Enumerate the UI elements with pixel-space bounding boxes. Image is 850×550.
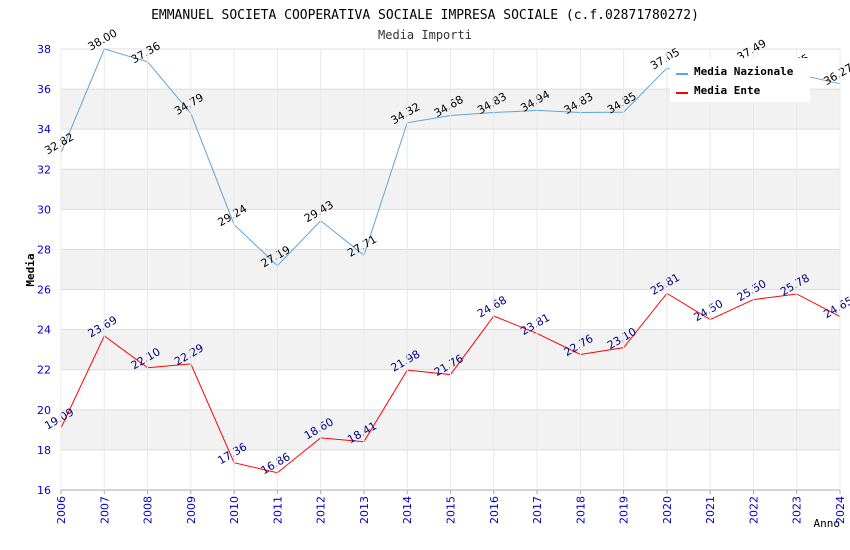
y-tick-label: 22 xyxy=(37,364,51,377)
x-tick-label: 2017 xyxy=(531,496,544,524)
y-tick-label: 24 xyxy=(37,324,51,337)
y-tick-label: 16 xyxy=(37,484,51,497)
y-tick-label: 28 xyxy=(37,243,51,256)
x-tick-label: 2006 xyxy=(55,496,68,524)
y-tick-label: 20 xyxy=(37,404,51,417)
x-tick-label: 2024 xyxy=(834,496,847,524)
x-tick-label: 2012 xyxy=(315,496,328,524)
x-tick-label: 2020 xyxy=(661,496,674,524)
x-tick-label: 2007 xyxy=(98,496,111,524)
x-tick-label: 2016 xyxy=(488,496,501,524)
y-tick-label: 18 xyxy=(37,444,51,457)
y-tick-label: 34 xyxy=(37,123,51,136)
chart-title: EMMANUEL SOCIETA COOPERATIVA SOCIALE IMP… xyxy=(151,8,699,23)
x-axis: 2006 2007 2008 2009 2010 2011 2012 2013 2014 2015… xyxy=(55,49,847,524)
x-tick-label: 2009 xyxy=(185,496,198,524)
x-axis-title: Anno xyxy=(814,517,841,530)
x-tick-label: 2014 xyxy=(401,496,414,524)
chart-subtitle: Media Importi xyxy=(378,28,472,42)
x-tick-label: 2011 xyxy=(271,496,284,524)
x-tick-label: 2023 xyxy=(791,496,804,524)
x-tick-label: 2015 xyxy=(445,496,458,524)
x-tick-label: 2013 xyxy=(358,496,371,524)
legend: Media Nazionale Media Ente xyxy=(670,58,810,102)
x-tick-label: 2021 xyxy=(704,496,717,524)
y-tick-label: 32 xyxy=(37,163,51,176)
y-tick-label: 30 xyxy=(37,203,51,216)
x-tick-label: 2019 xyxy=(618,496,631,524)
x-tick-label: 2018 xyxy=(574,496,587,524)
y-tick-label: 38 xyxy=(37,43,51,56)
y-tick-label: 26 xyxy=(37,284,51,297)
y-tick-label: 36 xyxy=(37,83,51,96)
x-tick-label: 2010 xyxy=(228,496,241,524)
x-tick-label: 2022 xyxy=(747,496,760,524)
legend-label-media-ente: Media Ente xyxy=(694,84,761,97)
y-axis-title: Media xyxy=(24,253,37,286)
legend-box xyxy=(670,58,810,102)
x-tick-label: 2008 xyxy=(142,496,155,524)
legend-label-media-nazionale: Media Nazionale xyxy=(694,65,794,78)
